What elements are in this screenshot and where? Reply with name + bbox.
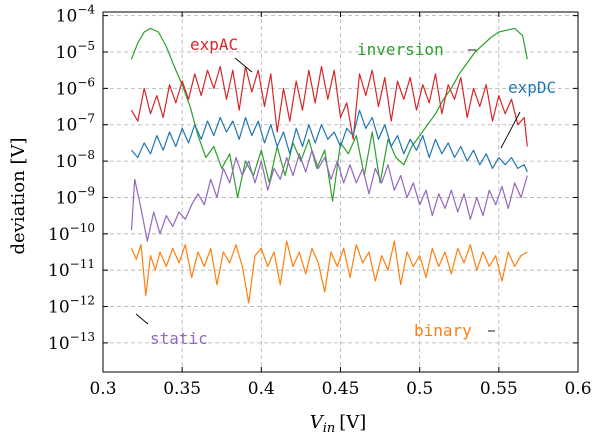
x-axis-label-main: V	[310, 412, 325, 433]
y-tick-base: 10	[48, 225, 70, 245]
y-tick-base: 10	[56, 7, 78, 27]
y-tick-labels: 10−410−510−610−710−810−910−1010−1110−121…	[48, 3, 95, 354]
y-tick-label: 10−8	[56, 148, 95, 172]
x-tick-labels: 0.3 0.35 0.4 0.45 0.5 0.55 0.6	[89, 379, 591, 399]
static-leader-line	[135, 313, 149, 325]
x-tick-label: 0.3	[89, 379, 116, 399]
y-tick-base: 10	[48, 334, 70, 354]
x-tick-label: 0.45	[322, 379, 360, 399]
y-tick-exponent: −4	[77, 3, 95, 17]
y-tick-label: 10−4	[56, 3, 96, 27]
x-tick-label: 0.5	[406, 379, 433, 399]
y-tick-base: 10	[48, 261, 70, 281]
y-tick-exponent: −11	[70, 257, 95, 271]
y-tick-exponent: −5	[77, 39, 95, 53]
x-axis-label-unit: [V]	[339, 412, 366, 433]
x-axis-label: Vin [V]	[310, 412, 367, 436]
y-tick-exponent: −13	[70, 330, 95, 344]
y-tick-base: 10	[48, 298, 70, 318]
y-tick-label: 10−13	[48, 330, 95, 354]
y-tick-label: 10−10	[48, 221, 95, 245]
y-tick-exponent: −9	[77, 184, 95, 198]
y-tick-exponent: −10	[70, 221, 95, 235]
x-tick-label: 0.35	[163, 379, 201, 399]
y-tick-base: 10	[56, 188, 78, 208]
binary-label: binary	[414, 321, 472, 340]
expDC-leader-line	[500, 111, 521, 149]
expDC-label: expDC	[508, 78, 556, 97]
expAC-leader-line	[234, 57, 253, 73]
tick-marks	[102, 12, 579, 372]
y-tick-base: 10	[56, 43, 78, 63]
series-layer	[130, 27, 528, 304]
series-static-line	[130, 149, 528, 242]
static-label: static	[150, 329, 208, 348]
x-tick-label: 0.55	[480, 379, 518, 399]
x-tick-label: 0.6	[564, 379, 591, 399]
x-axis-label-sub: in	[323, 421, 336, 436]
y-tick-base: 10	[56, 79, 78, 99]
x-tick-label: 0.4	[248, 379, 275, 399]
annotations: expAC inversion expDC static binary	[135, 35, 556, 348]
inversion-label: inversion	[357, 40, 444, 59]
series-inversion-line	[130, 27, 528, 202]
y-tick-exponent: −8	[77, 148, 95, 162]
y-tick-label: 10−11	[48, 257, 95, 281]
expAC-label: expAC	[190, 35, 238, 54]
y-tick-exponent: −7	[77, 112, 95, 126]
y-tick-label: 10−5	[56, 39, 95, 63]
y-tick-base: 10	[56, 152, 78, 172]
y-tick-label: 10−6	[56, 75, 95, 99]
series-expAC-line	[130, 65, 528, 147]
y-tick-label: 10−12	[48, 294, 95, 318]
y-tick-exponent: −12	[70, 294, 95, 308]
y-tick-label: 10−9	[56, 184, 95, 208]
y-tick-exponent: −6	[77, 75, 95, 89]
y-tick-label: 10−7	[56, 112, 95, 136]
y-tick-base: 10	[56, 116, 78, 136]
series-binary-line	[130, 240, 528, 304]
series-expDC-line	[131, 109, 528, 173]
y-axis-label: deviation [V]	[8, 137, 29, 254]
